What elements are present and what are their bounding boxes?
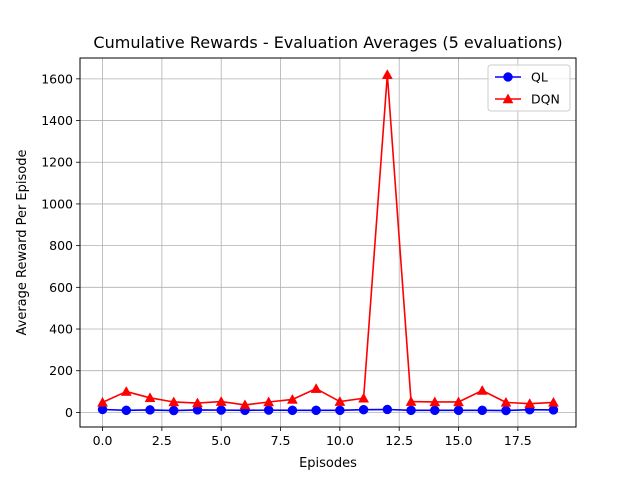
- data-point-dqn: [358, 392, 370, 403]
- data-point-dqn: [310, 383, 322, 393]
- legend-entry-ql: QL: [495, 70, 548, 85]
- data-point-dqn: [334, 396, 346, 406]
- y-axis-label: Average Reward Per Episode: [15, 150, 30, 336]
- data-point-ql: [145, 405, 155, 415]
- data-point-ql: [406, 405, 416, 416]
- x-tick-label: 0.0: [93, 433, 113, 448]
- data-point-dqn: [97, 396, 108, 407]
- data-point-ql: [358, 404, 369, 415]
- y-tick-label: 600: [49, 280, 73, 295]
- y-tick-label: 0: [65, 405, 73, 420]
- data-point-ql: [477, 405, 488, 416]
- series-dqn: [97, 69, 559, 410]
- data-point-dqn: [381, 69, 393, 79]
- data-point-dqn: [192, 397, 203, 408]
- data-point-dqn: [120, 386, 132, 396]
- y-tick-label: 400: [49, 322, 73, 337]
- data-point-dqn: [286, 393, 298, 404]
- data-point-dqn: [168, 396, 180, 407]
- data-point-ql: [453, 405, 464, 416]
- data-point-ql: [263, 405, 274, 415]
- legend: QL DQN: [487, 64, 571, 112]
- legend-label: DQN: [531, 92, 560, 107]
- data-point-dqn: [215, 396, 227, 406]
- x-tick-label: 12.5: [385, 433, 413, 448]
- y-axis-ticks: 0 200 400 600 800 1000 1200 1400 1600: [41, 71, 80, 420]
- data-point-ql: [216, 405, 226, 415]
- data-point-dqn: [500, 396, 512, 407]
- data-point-dqn: [548, 396, 559, 407]
- data-point-ql: [121, 405, 132, 416]
- legend-label: QL: [531, 70, 548, 85]
- x-tick-label: 2.5: [152, 433, 172, 448]
- x-tick-label: 10.0: [326, 433, 354, 448]
- data-point-dqn: [144, 392, 156, 403]
- data-point-ql: [311, 405, 321, 416]
- data-point-ql: [501, 405, 511, 416]
- y-tick-label: 800: [49, 238, 73, 253]
- x-tick-label: 17.5: [504, 433, 532, 448]
- legend-marker-dqn: [502, 93, 514, 104]
- data-point-ql: [382, 404, 393, 415]
- data-point-ql: [548, 405, 559, 415]
- data-point-dqn: [476, 385, 488, 395]
- x-axis-ticks: 0.0 2.5 5.0 7.5 10.0 12.5 15.0 17.5: [93, 427, 532, 448]
- x-tick-label: 15.0: [445, 433, 473, 448]
- y-tick-label: 1000: [41, 196, 73, 211]
- data-point-dqn: [453, 396, 464, 407]
- x-tick-label: 5.0: [211, 433, 231, 448]
- data-point-ql: [168, 405, 179, 416]
- data-point-dqn: [239, 399, 251, 410]
- chart-title: Cumulative Rewards - Evaluation Averages…: [93, 33, 562, 52]
- legend-entry-dqn: DQN: [495, 92, 560, 107]
- y-tick-label: 200: [49, 363, 73, 378]
- data-point-dqn: [524, 398, 536, 408]
- x-tick-label: 7.5: [271, 433, 291, 448]
- y-tick-label: 1400: [41, 113, 73, 128]
- series-layer: [97, 69, 559, 416]
- data-point-ql: [287, 405, 298, 416]
- data-point-dqn: [405, 396, 417, 406]
- grid: [80, 58, 576, 427]
- data-point-ql: [430, 405, 440, 416]
- legend-marker-ql: [503, 72, 513, 82]
- data-point-dqn: [429, 396, 441, 407]
- data-point-dqn: [263, 396, 275, 407]
- data-point-ql: [335, 405, 345, 416]
- y-tick-label: 1600: [41, 71, 73, 86]
- plot-frame: [79, 57, 577, 428]
- x-axis-label: Episodes: [299, 456, 357, 471]
- y-tick-label: 1200: [41, 155, 73, 170]
